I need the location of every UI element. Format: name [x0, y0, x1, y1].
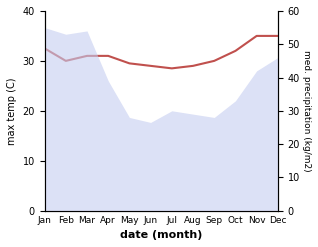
- Y-axis label: med. precipitation (kg/m2): med. precipitation (kg/m2): [302, 50, 311, 172]
- Y-axis label: max temp (C): max temp (C): [7, 77, 17, 144]
- X-axis label: date (month): date (month): [120, 230, 203, 240]
